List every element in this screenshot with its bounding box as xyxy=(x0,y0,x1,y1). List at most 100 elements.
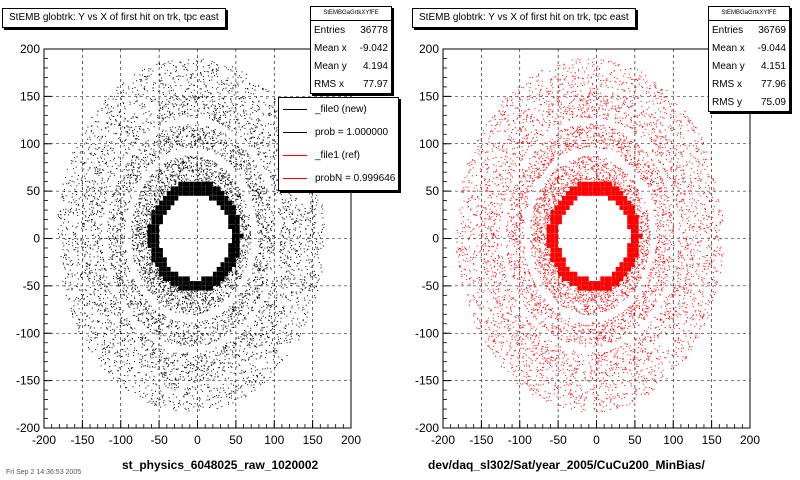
data-point xyxy=(113,301,115,303)
data-point xyxy=(148,306,150,308)
data-point xyxy=(178,335,179,337)
data-point xyxy=(167,188,169,190)
data-point xyxy=(226,105,228,107)
data-point xyxy=(225,142,227,144)
data-point xyxy=(202,339,203,341)
data-point xyxy=(162,173,163,175)
data-point xyxy=(189,370,191,372)
data-point xyxy=(108,223,110,225)
data-point xyxy=(177,306,178,308)
data-point xyxy=(194,136,196,137)
data-point xyxy=(231,155,233,157)
data-point xyxy=(206,103,208,105)
data-point xyxy=(156,140,158,142)
data-point xyxy=(119,282,121,284)
data-point xyxy=(241,310,243,311)
data-point xyxy=(152,208,154,210)
data-point xyxy=(249,185,251,187)
data-point xyxy=(158,291,160,293)
data-point xyxy=(190,142,192,144)
data-point xyxy=(145,301,147,303)
data-point xyxy=(144,106,146,108)
data-point xyxy=(245,245,247,247)
data-point xyxy=(121,141,123,143)
data-point xyxy=(140,232,142,234)
data-point xyxy=(192,301,194,303)
data-point xyxy=(166,280,168,282)
data-point xyxy=(136,224,138,226)
data-point xyxy=(256,290,258,292)
data-point xyxy=(166,377,168,379)
data-point xyxy=(255,166,257,168)
data-point xyxy=(241,245,243,247)
data-point xyxy=(163,290,165,292)
data-point xyxy=(195,307,197,308)
data-point xyxy=(127,170,129,172)
data-point xyxy=(230,287,232,289)
data-point xyxy=(115,255,117,257)
data-point xyxy=(284,261,286,263)
data-point xyxy=(119,139,121,141)
data-point xyxy=(143,309,145,311)
data-point xyxy=(109,175,111,177)
data-point xyxy=(179,132,181,134)
data-point xyxy=(186,162,187,164)
data-point xyxy=(123,169,125,170)
data-point xyxy=(228,188,230,190)
data-point xyxy=(141,159,143,160)
data-point xyxy=(220,180,222,181)
data-point xyxy=(141,243,143,245)
data-point xyxy=(300,235,301,237)
data-point xyxy=(147,202,149,204)
data-point xyxy=(272,175,273,177)
data-point xyxy=(184,356,186,358)
data-point xyxy=(125,202,127,204)
data-point xyxy=(284,244,286,246)
data-point xyxy=(202,298,204,300)
data-point xyxy=(270,267,271,269)
data-point xyxy=(128,353,129,355)
data-point xyxy=(138,215,140,217)
data-point xyxy=(223,320,225,322)
data-point xyxy=(247,242,249,244)
data-point xyxy=(101,208,103,209)
data-point xyxy=(199,308,201,309)
data-point xyxy=(119,193,121,195)
data-point xyxy=(244,249,246,251)
data-point xyxy=(139,239,141,241)
data-point xyxy=(272,292,273,294)
data-point xyxy=(138,224,140,226)
data-point xyxy=(115,236,117,238)
data-point xyxy=(135,139,137,141)
data-point xyxy=(216,371,218,373)
data-point xyxy=(120,245,122,247)
data-point xyxy=(146,264,148,266)
data-point xyxy=(125,289,127,291)
data-point xyxy=(106,238,108,239)
data-point xyxy=(281,230,283,232)
data-point xyxy=(240,203,242,205)
data-point xyxy=(261,277,263,279)
data-point xyxy=(129,182,131,184)
data-point xyxy=(170,179,172,181)
data-point xyxy=(186,165,188,167)
data-point xyxy=(237,199,239,200)
data-point xyxy=(280,311,282,312)
data-point xyxy=(128,191,130,193)
data-point xyxy=(167,165,169,167)
data-point xyxy=(128,306,130,308)
data-point xyxy=(143,131,145,133)
data-point xyxy=(184,301,186,302)
data-point xyxy=(85,247,87,249)
data-point xyxy=(124,259,126,261)
data-point xyxy=(211,322,213,324)
data-point xyxy=(197,179,199,181)
data-point xyxy=(206,369,208,371)
data-point xyxy=(191,169,193,171)
data-point xyxy=(138,303,139,305)
data-point xyxy=(292,240,294,242)
data-point xyxy=(231,366,233,368)
data-point xyxy=(119,259,120,261)
data-point xyxy=(227,293,229,295)
data-point xyxy=(184,333,186,335)
